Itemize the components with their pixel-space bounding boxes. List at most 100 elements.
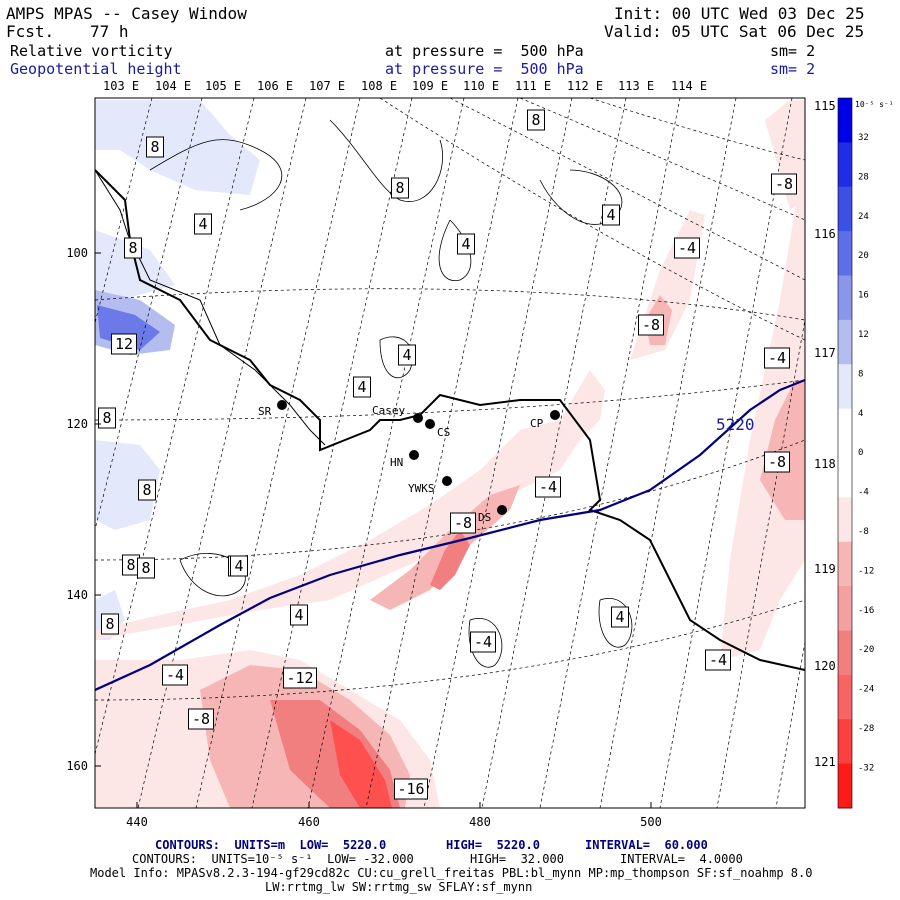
contour-value-label: -16: [394, 778, 428, 800]
top-lon-label: 110 E: [463, 79, 499, 93]
top-lon-label: 109 E: [412, 79, 448, 93]
svg-text:4: 4: [402, 346, 411, 364]
svg-text:4: 4: [606, 206, 615, 224]
colorbar-tick-label: 32: [858, 133, 869, 143]
colorbar-tick-label: 24: [858, 212, 869, 222]
station-label: YWKS: [408, 482, 435, 495]
station-marker: [413, 413, 423, 423]
svg-text:4: 4: [461, 235, 470, 253]
contour-value-label: -8: [188, 708, 214, 730]
model-title: AMPS MPAS -- Casey Window: [6, 4, 247, 23]
svg-text:-4: -4: [709, 651, 727, 669]
station-marker: [442, 476, 452, 486]
station-marker: [425, 419, 435, 429]
colorbar-tick-label: -8: [858, 527, 869, 537]
field1-name: Relative vorticity: [10, 42, 173, 60]
neg-vorticity-area: [560, 370, 605, 440]
svg-text:8: 8: [141, 559, 150, 577]
contour-value-label: -4: [470, 631, 496, 653]
colorbar-segment: [838, 186, 852, 232]
footer-model-info-2: LW:rrtmg_lw SW:rrtmg_sw SFLAY:sf_mynn: [265, 880, 533, 894]
contour-value-label: 4: [457, 233, 475, 255]
svg-text:8: 8: [150, 138, 159, 156]
colorbar-segment: [838, 497, 852, 543]
svg-text:4: 4: [234, 557, 243, 575]
geopotential-label: 5220: [716, 415, 755, 434]
field1-pressure: at pressure = 500 hPa: [385, 42, 584, 60]
contour-value-label: -8: [771, 173, 797, 195]
svg-text:8: 8: [395, 179, 404, 197]
contour-value-label: 8: [137, 557, 155, 579]
station-marker: [409, 450, 419, 460]
station-label: HN: [390, 456, 403, 469]
colorbar-segment: [838, 364, 852, 410]
svg-text:8: 8: [105, 615, 114, 633]
colorbar-frame: [837, 97, 853, 809]
vorticity-contour: [329, 119, 443, 202]
init-time: Init: 00 UTC Wed 03 Dec 25: [614, 4, 865, 23]
contour-value-label: 4: [602, 204, 620, 226]
colorbar-segment: [838, 763, 852, 809]
top-lon-label: 112 E: [567, 79, 603, 93]
vorticity-shading: [95, 100, 805, 808]
plot-frame: [94, 97, 806, 809]
colorbar-segment: [838, 98, 852, 143]
x-tick-label: 460: [298, 815, 320, 829]
colorbar-segment: [838, 719, 852, 765]
field1-smoothing: sm= 2: [770, 42, 816, 60]
svg-text:-8: -8: [192, 710, 210, 728]
svg-text:-12: -12: [286, 669, 313, 687]
svg-text:-8: -8: [775, 175, 793, 193]
latitude-gridlines: [95, 98, 805, 701]
contour-labels: 884848412448884884444-8-4-8-4-8-4-8-4-4-…: [98, 109, 797, 800]
neg-vorticity-area: [720, 120, 805, 660]
svg-text:4: 4: [615, 608, 624, 626]
neg-vorticity-area: [95, 420, 580, 640]
contour-value-label: 4: [611, 606, 629, 628]
colorbar-segment: [838, 541, 852, 587]
footer-vort-high: HIGH= 32.000: [470, 852, 564, 866]
y-tick-label: 140: [66, 588, 88, 602]
svg-text:4: 4: [294, 606, 303, 624]
footer-model-info: Model Info: MPASv8.2.3-194-gf29cd82c CU:…: [90, 866, 813, 880]
top-lon-label: 104 E: [155, 79, 191, 93]
station-marker: [550, 410, 560, 420]
contour-value-label: 8: [124, 237, 142, 259]
x-tick-label: 500: [640, 815, 662, 829]
contour-value-label: 4: [398, 344, 416, 366]
neg-vorticity-area: [430, 530, 470, 590]
contour-value-label: -8: [450, 512, 476, 534]
colorbar: 10⁻⁵ s⁻¹ 32 28 24 20 16 12 8 4 0 -4 -8 -12 -16 -20 -24 -…: [837, 97, 894, 809]
field2-smoothing: sm= 2: [770, 60, 816, 78]
svg-text:-8: -8: [768, 453, 786, 471]
colorbar-segment: [838, 674, 852, 720]
colorbar-segment: [838, 275, 852, 321]
top-lon-label: 108 E: [361, 79, 397, 93]
svg-text:8: 8: [102, 409, 111, 427]
contour-value-label: 8: [138, 479, 156, 501]
top-lon-label: 113 E: [618, 79, 654, 93]
top-lon-label: 107 E: [309, 79, 345, 93]
colorbar-segment: [838, 408, 852, 454]
stations: SR Casey CS HN YWKS DS CP: [258, 400, 560, 524]
svg-text:-8: -8: [454, 514, 472, 532]
svg-text:8: 8: [142, 481, 151, 499]
station-label: DS: [478, 511, 491, 524]
colorbar-segment: [838, 453, 852, 498]
ice-shelf-edge: [95, 169, 326, 446]
svg-text:-8: -8: [642, 316, 660, 334]
contour-value-label: 4: [194, 213, 212, 235]
pos-vorticity-area: [95, 100, 260, 195]
svg-text:8: 8: [128, 239, 137, 257]
station-label: CP: [530, 417, 544, 430]
top-lon-label: 106 E: [257, 79, 293, 93]
neg-vorticity-area: [370, 485, 520, 610]
contour-value-label: 8: [391, 177, 409, 199]
contour-value-label: -4: [674, 237, 700, 259]
colorbar-segment: [838, 142, 852, 188]
svg-text:-16: -16: [397, 780, 424, 798]
y-tick-label: 120: [66, 417, 88, 431]
top-lon-label: 105 E: [205, 79, 241, 93]
svg-text:4: 4: [357, 378, 366, 396]
footer-height-contours: CONTOURS: UNITS=m LOW= 5220.0: [155, 838, 387, 852]
